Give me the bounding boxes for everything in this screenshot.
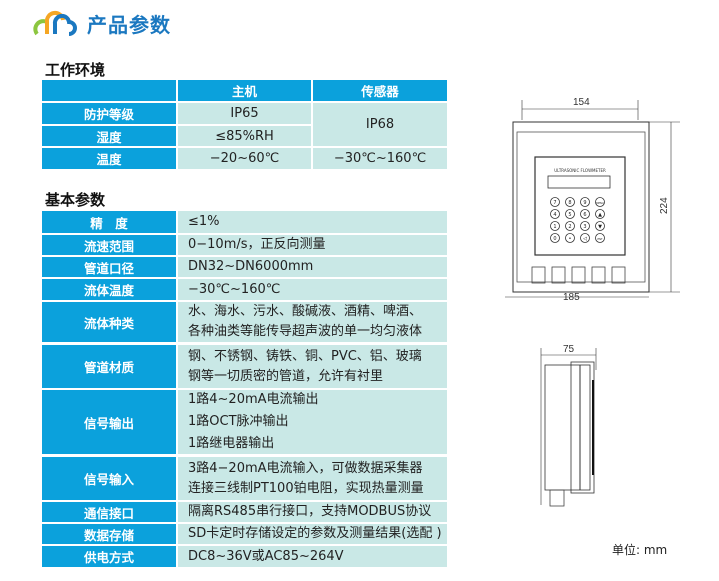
header-empty: [42, 80, 176, 101]
value-line: DC8~36V或AC85~264V: [188, 548, 344, 564]
value-line: 水、海水、污水、酸碱液、酒精、啤酒、: [188, 304, 423, 319]
dim-width-bottom: 185: [563, 292, 580, 303]
keypad-key: [550, 209, 560, 219]
host-value: IP65: [178, 103, 311, 124]
row-value: DN32~DN6000mm: [178, 257, 447, 277]
keypad-key-label: 2: [568, 224, 571, 230]
keypad-key-label: ▼: [598, 224, 602, 230]
basic-heading: 基本参数: [45, 191, 106, 209]
front-view-drawing: 154 ULTRASONIC FLOWMETER 7 8 9 MENU 4 5 6 ▲ 1 2 3 ▼…: [505, 97, 680, 303]
keypad-key: [580, 209, 590, 219]
value-line: SD卡定时存储设定的参数及测量结果(选配 ): [188, 526, 442, 541]
row-label: 温度: [42, 148, 176, 169]
work-env-heading: 工作环境: [45, 61, 106, 79]
row-value: 1路4~20mA电流输出 1路OCT脉冲输出 1路继电器输出: [178, 390, 447, 454]
keypad-key: [595, 233, 605, 243]
keypad-key-label: 4: [553, 212, 556, 218]
row-label: 防护等级: [42, 103, 176, 124]
row-value: ≤1%: [178, 211, 447, 233]
dim-height: 224: [659, 197, 670, 214]
host-value: ≤85%RH: [178, 126, 311, 146]
keypad-key-label: 8: [568, 200, 571, 206]
row-value: 0−10m/s，正反向测量: [178, 235, 447, 255]
row-label: 供电方式: [42, 546, 176, 567]
enclosure: [512, 121, 650, 293]
row-label: 信号输入: [42, 457, 176, 500]
keypad-key: [565, 221, 575, 231]
value-line: 连接三线制PT100铂电阻，实现热量测量: [188, 480, 424, 496]
keypad-key: [565, 233, 575, 243]
unit-label: 单位: mm: [612, 543, 668, 557]
value-line: ≤1%: [188, 214, 220, 229]
keypad-key-label: 0: [553, 236, 556, 242]
value-line: 1路4~20mA电流输出: [188, 392, 319, 407]
row-value: SD卡定时存储设定的参数及测量结果(选配 ): [178, 524, 447, 544]
side-view-drawing: 75: [540, 344, 597, 507]
keypad-key-label: 6: [583, 212, 586, 218]
panel-text: ULTRASONIC FLOWMETER: [554, 168, 606, 173]
row-label: 流体种类: [42, 302, 176, 342]
keypad-key-label: ◁: [583, 236, 587, 242]
row-label: 信号输出: [42, 390, 176, 454]
row-label: 流体温度: [42, 279, 176, 300]
row-label: 管道材质: [42, 345, 176, 388]
dim-depth: 75: [563, 344, 575, 355]
value-line: 0−10m/s，正反向测量: [188, 237, 326, 252]
header-sensor: 传感器: [313, 80, 447, 101]
row-label: 精 度: [42, 211, 176, 233]
lcd-display: [547, 175, 611, 189]
keypad-key: [595, 209, 605, 219]
value-line: −30℃~160℃: [188, 281, 281, 297]
value-line: 钢、不锈钢、铸铁、铜、PVC、铝、玻璃: [188, 348, 422, 364]
row-label: 湿度: [42, 126, 176, 146]
keypad-key-label: 1: [553, 224, 556, 230]
row-value: −30℃~160℃: [178, 279, 447, 300]
header-host: 主机: [178, 80, 311, 101]
row-label: 流速范围: [42, 235, 176, 255]
keypad-key-label: 5: [568, 212, 571, 218]
keypad-key: [580, 221, 590, 231]
row-label: 数据存储: [42, 524, 176, 544]
page-title: 产品参数: [87, 13, 171, 37]
value-line: 各种油类等能传导超声波的单一均匀液体: [188, 324, 423, 339]
keypad-key-label: MENU: [596, 201, 604, 205]
keypad-key-label: 9: [583, 200, 586, 206]
row-value: 隔离RS485串行接口，支持MODBUS协议: [178, 502, 447, 522]
keypad-key-label: ▲: [598, 212, 602, 218]
value-line: DN32~DN6000mm: [188, 259, 314, 274]
keypad-key: [565, 197, 575, 207]
keypad-key: [595, 197, 605, 207]
row-value: 钢、不锈钢、铸铁、铜、PVC、铝、玻璃 钢等一切质密的管道，允许有衬里: [178, 345, 447, 388]
keypad-key-label: ENT: [598, 237, 603, 241]
row-label: 通信接口: [42, 502, 176, 522]
value-line: 隔离RS485串行接口，支持MODBUS协议: [188, 504, 432, 519]
keypad-key-label: •: [569, 236, 572, 242]
keypad-key: [550, 197, 560, 207]
host-value: −20~60℃: [178, 148, 311, 169]
value-line: 1路继电器输出: [188, 436, 275, 451]
keypad-key-label: 7: [553, 200, 556, 206]
keypad-key: [550, 221, 560, 231]
keypad-key-label: 3: [583, 224, 586, 230]
logo-icon: [33, 8, 79, 36]
sensor-value: −30℃~160℃: [313, 148, 447, 169]
keypad-key: [565, 209, 575, 219]
row-value: 水、海水、污水、酸碱液、酒精、啤酒、 各种油类等能传导超声波的单一均匀液体: [178, 302, 447, 342]
keypad-key: [580, 233, 590, 243]
value-line: 1路OCT脉冲输出: [188, 414, 289, 429]
keypad-key: [595, 221, 605, 231]
value-line: 3路4−20mA电流输入，可做数据采集器: [188, 460, 423, 476]
keypad-key: [550, 233, 560, 243]
row-label: 管道口径: [42, 257, 176, 277]
dim-width-top: 154: [573, 97, 590, 108]
row-value: DC8~36V或AC85~264V: [178, 546, 447, 567]
sensor-value: IP68: [313, 103, 447, 146]
value-line: 钢等一切质密的管道，允许有衬里: [188, 368, 384, 384]
keypad-key: [580, 197, 590, 207]
row-value: 3路4−20mA电流输入，可做数据采集器 连接三线制PT100铂电阻，实现热量测量: [178, 457, 447, 500]
